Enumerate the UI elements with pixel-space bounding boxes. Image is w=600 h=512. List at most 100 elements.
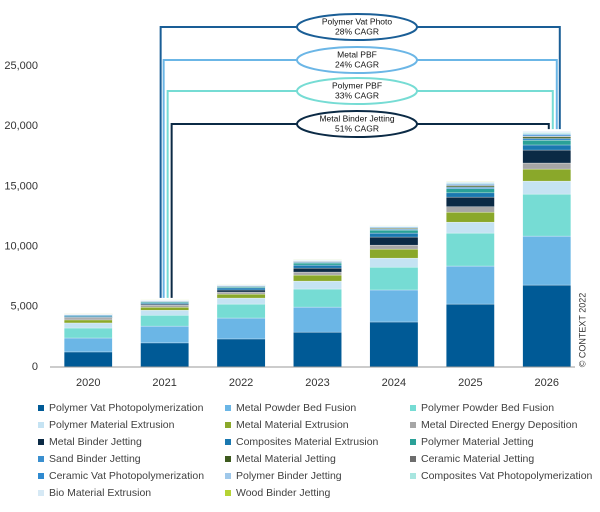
bar-segment xyxy=(63,337,113,353)
legend-label: Ceramic Vat Photopolymerization xyxy=(49,470,204,482)
bar-segment xyxy=(446,265,495,305)
annotation-label: Polymer PBF xyxy=(332,80,382,90)
legend-swatch xyxy=(38,456,44,462)
y-tick-label: 20,000 xyxy=(4,120,38,132)
x-tick-label: 2023 xyxy=(305,377,329,389)
bar-segment xyxy=(63,319,113,324)
bar-segment xyxy=(446,181,495,183)
bar-segment xyxy=(140,315,189,327)
bar-segment xyxy=(446,211,495,223)
bar-segment xyxy=(140,304,189,308)
bar-segment xyxy=(522,131,572,133)
bar-segment xyxy=(522,138,572,141)
bar-segment xyxy=(216,338,266,368)
bar-segment xyxy=(369,244,419,250)
y-tick-label: 5,000 xyxy=(10,301,38,313)
bar-segment xyxy=(63,327,113,339)
legend-swatch xyxy=(410,422,416,428)
bar-segment xyxy=(446,188,495,194)
bar-segment xyxy=(522,193,572,237)
bar-segment xyxy=(446,221,495,234)
y-tick-label: 25,000 xyxy=(4,60,38,72)
bar-segment xyxy=(216,291,266,295)
x-tick-label: 2026 xyxy=(535,377,559,389)
bar-segment xyxy=(446,232,495,267)
bar-segment xyxy=(293,280,342,290)
bar-segment xyxy=(293,264,342,269)
legend-swatch xyxy=(38,405,44,411)
y-tick-label: 15,000 xyxy=(4,180,38,192)
bar-segment xyxy=(369,229,419,234)
bar-segment xyxy=(522,136,572,139)
bar-segment xyxy=(140,307,189,311)
legend-label: Sand Binder Jetting xyxy=(49,453,141,465)
legend-label: Polymer Material Extrusion xyxy=(49,419,175,431)
annotation-bubble xyxy=(296,46,418,74)
bar-segment xyxy=(369,289,419,323)
legend-swatch xyxy=(38,422,44,428)
legend-label: Polymer Material Jetting xyxy=(421,436,534,448)
bar-segment xyxy=(522,133,572,136)
bar-segment xyxy=(522,144,572,151)
x-tick-label: 2025 xyxy=(458,377,482,389)
annotation-cagr: 24% CAGR xyxy=(335,59,379,69)
legend-swatch xyxy=(410,473,416,479)
x-tick-label: 2022 xyxy=(229,377,253,389)
legend-label: Composites Material Extrusion xyxy=(236,436,379,448)
bar-segment xyxy=(216,303,266,319)
annotation-bubble xyxy=(296,13,418,41)
legend-label: Composites Vat Photopolymerization xyxy=(421,470,593,482)
bar-segment xyxy=(369,321,419,368)
annotation-cagr: 28% CAGR xyxy=(335,26,379,36)
bar-segment xyxy=(369,257,419,268)
legend-label: Ceramic Material Jetting xyxy=(421,453,534,465)
bar-segment xyxy=(522,134,572,137)
legend-label: Metal Material Jetting xyxy=(236,453,336,465)
bar-segment xyxy=(63,317,113,321)
x-tick-label: 2021 xyxy=(152,377,176,389)
bar-segment xyxy=(216,289,266,293)
legend-label: Metal Powder Bed Fusion xyxy=(236,402,356,414)
y-tick-label: 10,000 xyxy=(4,241,38,253)
bar-segment xyxy=(369,266,419,291)
legend-swatch xyxy=(38,473,44,479)
bar-segment xyxy=(293,331,342,368)
bar-segment xyxy=(446,185,495,188)
legend-label: Bio Material Extrusion xyxy=(49,487,151,499)
bar-segment xyxy=(522,168,572,182)
annotation-label: Polymer Vat Photo xyxy=(322,16,393,26)
bar-segment xyxy=(522,284,572,368)
bar-segment xyxy=(522,140,572,146)
legend-swatch xyxy=(38,490,44,496)
bar-segment xyxy=(293,288,342,308)
bar-segment xyxy=(293,306,342,333)
y-tick-label: 0 xyxy=(32,361,38,373)
legend-label: Polymer Powder Bed Fusion xyxy=(421,402,554,414)
legend-swatch xyxy=(410,456,416,462)
bar-segment xyxy=(522,180,572,195)
bar-segment xyxy=(369,248,419,259)
legend-swatch xyxy=(410,405,416,411)
bar-segment xyxy=(522,235,572,286)
bar-segment xyxy=(369,236,419,246)
annotation-cagr: 51% CAGR xyxy=(335,123,379,133)
bar-segment xyxy=(446,303,495,368)
legend-swatch xyxy=(225,405,231,411)
legend-label: Metal Material Extrusion xyxy=(236,419,349,431)
bar-segment xyxy=(293,271,342,276)
legend-swatch xyxy=(38,439,44,445)
bar-segment xyxy=(522,149,572,164)
legend-label: Polymer Binder Jetting xyxy=(236,470,342,482)
annotation-cagr: 33% CAGR xyxy=(335,90,379,100)
bar-segment xyxy=(293,274,342,282)
bar-segment xyxy=(216,297,266,305)
bar-segment xyxy=(216,293,266,299)
legend-label: Polymer Vat Photopolymerization xyxy=(49,402,204,414)
annotation-label: Metal PBF xyxy=(337,49,377,59)
bar-segment xyxy=(63,351,113,368)
legend-swatch xyxy=(225,456,231,462)
legend-swatch xyxy=(225,422,231,428)
legend-label: Metal Directed Energy Deposition xyxy=(421,419,578,431)
legend-label: Metal Binder Jetting xyxy=(49,436,142,448)
bar-segment xyxy=(522,162,572,170)
